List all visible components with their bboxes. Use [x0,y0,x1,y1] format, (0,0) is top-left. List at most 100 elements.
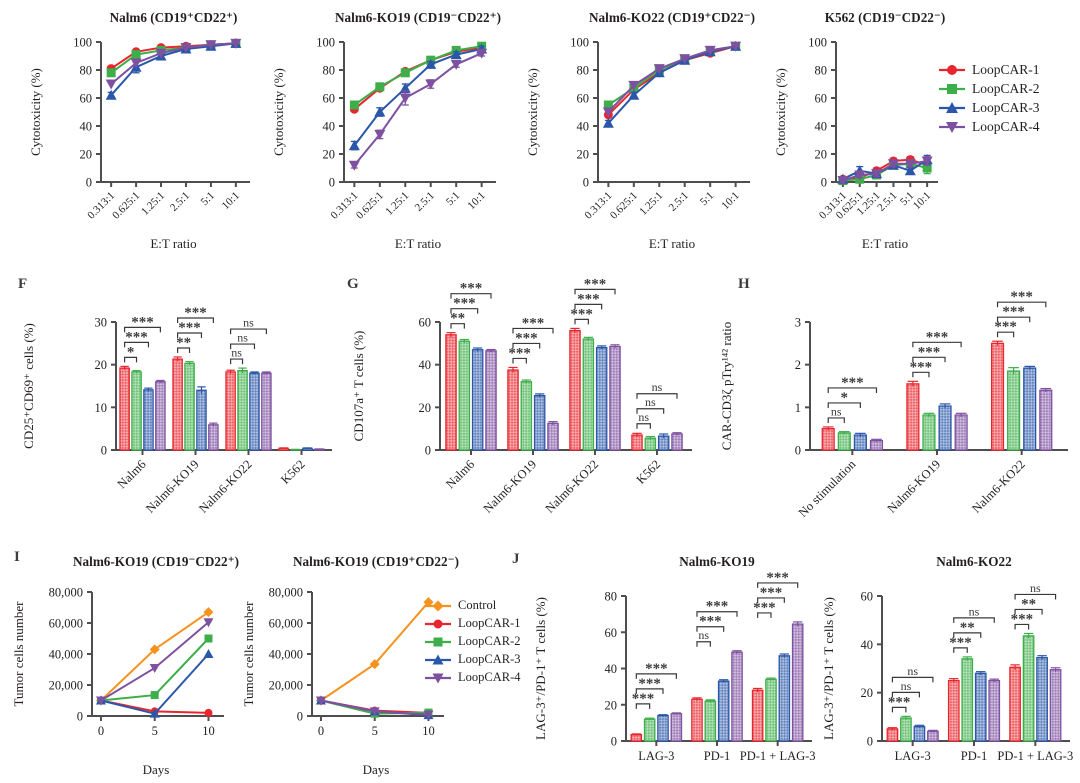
svg-text:***: *** [508,345,531,361]
svg-text:ns: ns [698,628,709,642]
svg-text:***: *** [178,320,201,336]
svg-text:0: 0 [795,444,801,458]
svg-text:PD-1 + LAG-3: PD-1 + LAG-3 [740,749,816,763]
svg-text:80: 80 [605,590,618,604]
svg-text:***: *** [699,614,722,630]
svg-text:60: 60 [815,92,828,106]
bar-LoopCAR-2-PD-1 + LAG-3 [1022,632,1035,742]
svg-text:60: 60 [605,626,618,640]
svg-text:Nalm6-KO19 (CD19⁻CD22⁺): Nalm6-KO19 (CD19⁻CD22⁺) [73,554,239,569]
svg-text:0: 0 [583,176,589,190]
series-LoopCAR-4 [95,618,214,706]
svg-text:0.625:1: 0.625:1 [608,190,640,222]
svg-text:Days: Days [143,762,170,777]
svg-text:80: 80 [815,64,828,78]
bar-LoopCAR-2-Nalm6-KO19 [922,412,936,451]
svg-text:0: 0 [86,176,92,190]
bar-LoopCAR-2-K562 [644,435,657,451]
svg-text:Nalm6-KO19: Nalm6-KO19 [885,457,944,516]
svg-text:CD107a⁺ T cells (%): CD107a⁺ T cells (%) [351,331,366,442]
svg-text:ns: ns [907,664,918,678]
bar-LoopCAR-4-Nalm6-KO19 [208,422,219,451]
svg-text:*: * [841,390,849,406]
svg-text:***: *** [910,359,933,375]
svg-text:CD25⁺CD69⁺ cells (%): CD25⁺CD69⁺ cells (%) [21,323,36,449]
svg-text:80: 80 [80,64,93,78]
svg-text:5:1: 5:1 [199,190,217,208]
svg-text:***: *** [632,691,655,707]
svg-text:5: 5 [152,724,158,738]
svg-text:Cytotoxicity (%): Cytotoxicity (%) [271,68,286,156]
bar-LoopCAR-4-Nalm6-KO22 [1039,387,1053,451]
svg-text:***: *** [638,676,661,692]
series-LoopCAR-4 [348,48,488,171]
axes [831,41,938,187]
chart-tumor-growth-cd19pos: 0 20,000 40,000 60,000 80,000 Nalm6-KO19 (CD1… [238,548,470,783]
legend-label: Control [458,598,497,612]
svg-text:ns: ns [1030,581,1041,595]
bar-LoopCAR-2-Nalm6-KO19 [520,379,533,451]
bar-LoopCAR-3-PD-1 [717,679,730,742]
panel-label-f: F [18,276,28,292]
svg-text:0: 0 [77,710,83,724]
triangle-up-icon [425,654,451,664]
chart-lag3-pd1-ko19: 0 20 40 60 80 Nalm6-KO19 LAG-3⁺/PD-1⁺ T cells … [530,548,822,783]
svg-text:60: 60 [323,92,336,106]
series-LoopCAR-4 [105,38,242,90]
svg-text:20: 20 [605,698,618,712]
svg-text:40,000: 40,000 [49,648,83,662]
bar-LoopCAR-4-Nalm6-KO22 [609,344,621,451]
bar-LoopCAR-2-Nalm6 [131,370,142,451]
svg-text:***: *** [131,314,154,330]
svg-text:***: *** [841,375,864,391]
svg-text:60: 60 [80,92,93,106]
chart-cd107a-degranulation: 0 20 40 60 CD107a⁺ T cells (%) Nalm6 Nalm6-KO1… [348,274,700,541]
svg-text:80,000: 80,000 [269,586,303,600]
svg-text:ns: ns [243,316,254,330]
svg-text:***: *** [888,694,911,710]
svg-text:10:1: 10:1 [719,190,741,212]
svg-text:5:1: 5:1 [444,190,462,208]
tumor-ko19pos-svg: 0 20,000 40,000 60,000 80,000 Nalm6-KO19 (CD1… [241,554,459,777]
svg-text:1.25:1: 1.25:1 [383,190,411,218]
chart-cytotoxicity-nalm6-ko22: 0 20 40 60 80 100 Nalm6-KO22 (CD19⁺CD22⁻) Cytot… [522,4,772,261]
svg-text:10:1: 10:1 [911,190,933,212]
axes [96,41,250,187]
triangle-up-icon [939,102,965,113]
series-LoopCAR-1 [603,41,741,120]
svg-text:Days: Days [363,762,390,777]
bar-LoopCAR-3-PD-1 + LAG-3 [1036,655,1048,742]
cyto-nalm6-svg: 0 20 40 60 80 100 Nalm6 (CD19⁺CD22⁺) Cytotoxici… [28,10,250,251]
series-LoopCAR-4 [602,41,742,118]
chart-cytotoxicity-nalm6-ko19: 0 20 40 60 80 100 Nalm6-KO19 (CD19⁻CD22⁺) Cytot… [268,4,516,261]
svg-text:***: *** [994,319,1017,335]
svg-text:***: *** [453,296,476,312]
svg-text:10:1: 10:1 [465,190,487,212]
legend-tumor-growth: Control LoopCAR-1 LoopCAR-2 LoopCAR-3 LoopCA… [424,598,521,688]
svg-text:0: 0 [297,710,303,724]
axes [339,41,496,187]
lag3-ko22-svg: 0 20 40 60 Nalm6-KO22 LAG-3⁺/PD-1⁺ T cells (%… [821,554,1073,763]
svg-text:100: 100 [570,36,589,50]
chart-tumor-growth-cd19neg: 0 20,000 40,000 60,000 80,000 Nalm6-KO19 (CD1… [8,548,240,783]
svg-text:***: *** [460,281,483,297]
svg-text:20: 20 [577,148,590,162]
series-LoopCAR-1 [349,43,487,114]
bar-LoopCAR-1-K562 [631,432,643,451]
svg-text:ns: ns [638,410,649,424]
svg-text:1.25:1: 1.25:1 [637,190,665,218]
legend-item-LoopCAR-3: LoopCAR-3 [938,100,1040,116]
svg-text:0.313:1: 0.313:1 [582,190,614,222]
svg-text:CAR-CD3ζ pTry¹⁴² ratio: CAR-CD3ζ pTry¹⁴² ratio [719,322,734,450]
bar-LoopCAR-4-K562 [671,432,683,451]
svg-text:1.25:1: 1.25:1 [139,190,167,218]
bar-LoopCAR-3-Nalm6-KO22 [595,345,608,451]
bar-LoopCAR-4-Nalm6 [485,348,497,451]
svg-text:0: 0 [867,735,873,749]
svg-text:**: ** [1021,596,1036,612]
bar-LoopCAR-1-PD-1 + LAG-3 [751,687,764,742]
svg-text:0.625:1: 0.625:1 [110,190,142,222]
